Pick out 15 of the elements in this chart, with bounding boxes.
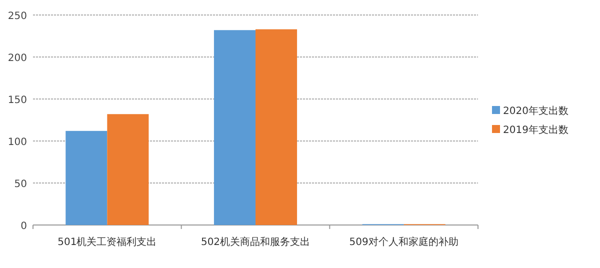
- y-tick-label: 50: [14, 179, 27, 190]
- bar: [107, 114, 149, 225]
- legend-label: 2019年支出数: [503, 124, 568, 136]
- y-tick-label: 150: [8, 95, 27, 106]
- bar: [214, 30, 256, 225]
- y-tick-label: 250: [8, 11, 27, 22]
- bar: [66, 130, 108, 225]
- bar: [256, 29, 298, 225]
- legend-label: 2020年支出数: [503, 105, 568, 117]
- y-tick-label: 200: [8, 53, 27, 64]
- x-tick-label: 502机关商品和服务支出: [200, 236, 310, 248]
- y-tick-label: 100: [8, 137, 27, 148]
- y-tick-label: 0: [20, 221, 27, 232]
- x-tick-label: 501机关工资福利支出: [58, 236, 157, 248]
- x-tick-label: 509对个人和家庭的补助: [349, 236, 458, 248]
